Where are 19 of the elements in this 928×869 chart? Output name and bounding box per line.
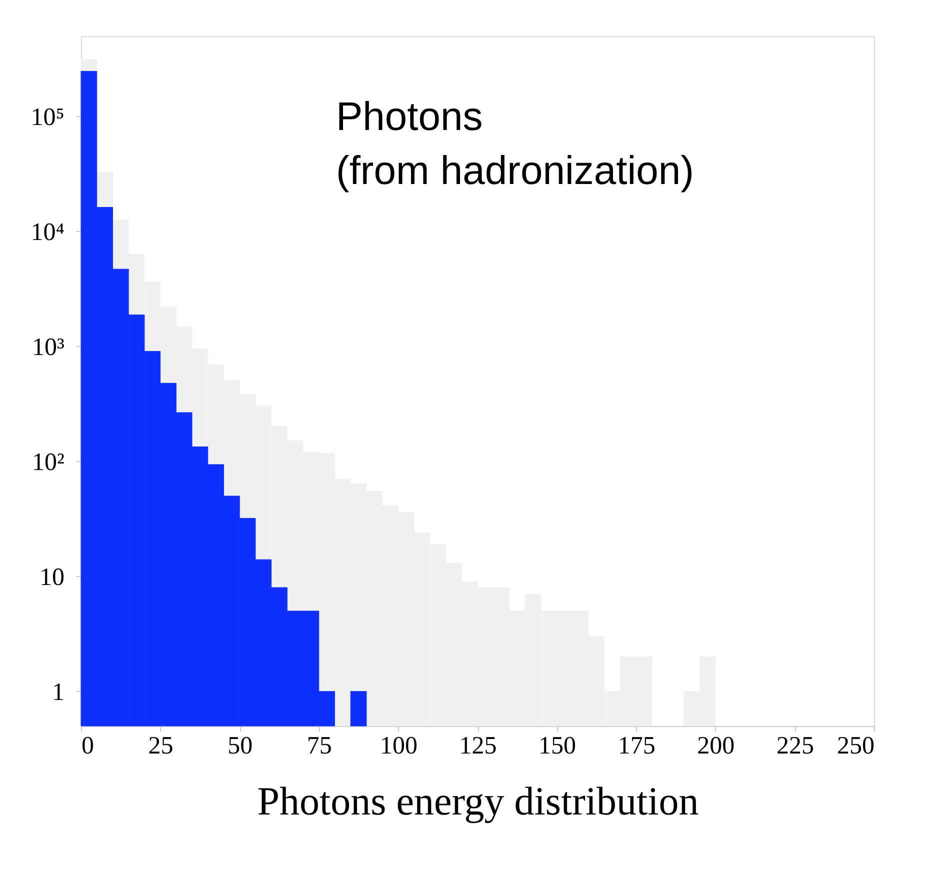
x-tick-label: 225 xyxy=(776,732,814,760)
x-tick-label: 50 xyxy=(228,732,253,760)
x-tick-label: 75 xyxy=(306,732,332,760)
annotation: Photons (from hadronization) xyxy=(336,95,694,193)
y-tick-label: 10² xyxy=(32,448,64,476)
y-tick-label: 10³ xyxy=(32,334,65,361)
x-tick-label: 0 xyxy=(82,732,94,760)
y-tick-label: 10⁴ xyxy=(30,218,65,246)
x-tick-label: 175 xyxy=(618,732,656,760)
y-tick-label: 1 xyxy=(52,678,64,706)
x-tick-label: 250 xyxy=(837,732,874,760)
y-tick-label: 10 xyxy=(40,564,64,591)
x-tick-label: 25 xyxy=(148,732,174,760)
y-tick-label: 10⁵ xyxy=(30,104,64,131)
x-tick-label: 100 xyxy=(380,732,418,760)
x-tick-label: 200 xyxy=(697,732,735,760)
x-axis-title: Photons energy distribution xyxy=(257,778,699,824)
x-tick-label: 125 xyxy=(459,732,497,760)
x-tick-label: 150 xyxy=(538,732,576,760)
